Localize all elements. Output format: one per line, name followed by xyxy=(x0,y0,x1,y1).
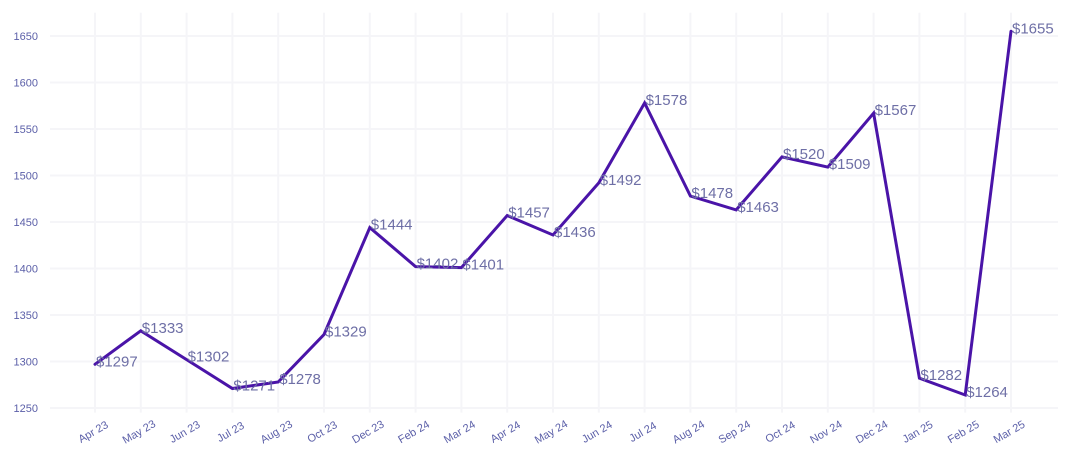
x-tick-label: Mar 25 xyxy=(992,419,1028,447)
y-tick-label: 1300 xyxy=(14,357,38,369)
series-line xyxy=(93,29,1013,398)
x-tick-label: Apr 24 xyxy=(489,419,523,446)
data-label: $1509 xyxy=(829,156,871,173)
x-tick-label: Dec 24 xyxy=(854,418,890,446)
y-tick-label: 1650 xyxy=(14,31,38,43)
data-label: $1402 xyxy=(417,256,459,273)
data-label: $1271 xyxy=(233,377,275,394)
series-line-group xyxy=(93,29,1013,398)
data-label: $1463 xyxy=(737,199,779,216)
data-label: $1329 xyxy=(325,324,367,341)
y-tick-label: 1350 xyxy=(14,310,38,322)
data-label: $1436 xyxy=(554,224,596,241)
x-tick-label: Apr 23 xyxy=(76,419,110,446)
x-tick-label: Mar 24 xyxy=(442,419,478,447)
data-label: $1478 xyxy=(691,185,733,202)
data-label: $1278 xyxy=(279,371,321,388)
data-label: $1264 xyxy=(966,384,1008,401)
x-tick-label: Jan 25 xyxy=(901,419,936,446)
x-tick-label: Feb 24 xyxy=(396,419,432,447)
data-label: $1302 xyxy=(188,349,230,366)
data-label: $1567 xyxy=(875,102,917,119)
data-label: $1444 xyxy=(371,217,413,234)
data-label: $1578 xyxy=(646,92,688,109)
x-tick-label: Nov 24 xyxy=(808,418,844,446)
x-tick-label: May 24 xyxy=(533,418,570,446)
x-tick-label: Jun 23 xyxy=(168,419,203,446)
y-tick-label: 1500 xyxy=(14,171,38,183)
x-tick-label: Sep 24 xyxy=(717,418,753,446)
y-tick-label: 1250 xyxy=(14,403,38,415)
y-tick-label: 1600 xyxy=(14,78,38,90)
x-tick-label: May 23 xyxy=(121,418,158,446)
x-tick-label: Dec 23 xyxy=(350,418,386,446)
x-axis-ticks: Apr 23 May 23 Jun 23 Jul 23 Aug 23 Oct 23 Dec … xyxy=(76,418,1027,446)
y-tick-label: 1450 xyxy=(14,217,38,229)
x-tick-label: Oct 24 xyxy=(763,419,797,446)
grid xyxy=(50,12,1058,413)
x-tick-label: Aug 23 xyxy=(259,418,295,446)
data-label: $1282 xyxy=(920,367,962,384)
data-label: $1333 xyxy=(142,320,184,337)
data-label: $1401 xyxy=(462,257,504,274)
data-labels: $1297$1333$1302$1271 $1278 $1329 $1444 $1402… xyxy=(96,20,1054,401)
data-label: $1297 xyxy=(96,353,138,370)
x-tick-label: Jul 24 xyxy=(627,420,658,445)
x-tick-label: Jul 23 xyxy=(215,420,246,445)
y-axis-ticks: 1250 1300 1350 1400 1450 1500 1550 1600 1650 xyxy=(14,31,38,415)
y-tick-label: 1550 xyxy=(14,124,38,136)
data-label: $1655 xyxy=(1012,20,1054,37)
x-tick-label: Aug 24 xyxy=(671,418,707,446)
data-label: $1520 xyxy=(783,146,825,163)
data-label: $1457 xyxy=(508,204,550,221)
x-tick-label: Feb 25 xyxy=(946,419,982,447)
data-label: $1492 xyxy=(600,172,642,189)
y-tick-label: 1400 xyxy=(14,264,38,276)
x-tick-label: Jun 24 xyxy=(580,419,615,446)
x-tick-label: Oct 23 xyxy=(305,419,339,446)
